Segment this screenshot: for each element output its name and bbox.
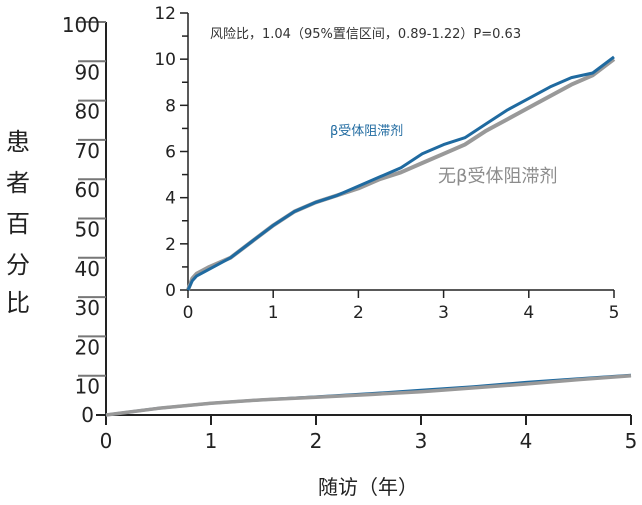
inset-plot-lines [186,55,616,291]
main-y-tick-label: 50 [75,218,100,242]
main-y-tick-label: 90 [75,60,100,84]
inset-x-tick-label: 5 [609,303,620,323]
ylabel-char: 患 [6,128,30,156]
inset-y-tick-label: 4 [165,189,176,209]
inset-y-tick-label: 0 [165,281,176,301]
inset-line-beta-blocker [186,55,615,291]
ylabel-char: 比 [6,289,30,317]
main-x-tick-label: 5 [625,429,638,453]
main-y-tick-label: 0 [81,403,94,427]
ylabel-char: 分 [6,251,30,279]
inset-y-tick-label: 12 [154,4,176,24]
inset-y-tick-label: 2 [165,235,176,255]
inset-x-tick-label: 0 [183,303,194,323]
main-y-tick-label: 70 [75,139,100,163]
main-x-tick-label: 3 [415,429,428,453]
main-y-tick-label: 80 [75,100,100,124]
inset-x-tick-label: 1 [268,303,279,323]
y-axis-title: 患 者 百 分 比 [6,128,30,317]
hazard-ratio-annotation: 风险比，1.04（95%置信区间，0.89-1.22）P=0.63 [210,27,521,42]
inset-x-tick-label: 3 [438,303,449,323]
main-x-tick-label: 0 [100,429,113,453]
main-x-tick-label: 4 [520,429,533,453]
inset-x-tick-label: 2 [353,303,364,323]
inset-x-tick-label: 4 [523,303,534,323]
x-axis-title: 随访（年） [318,475,418,499]
ylabel-char: 者 [6,169,30,197]
inset-background [148,5,626,322]
main-x-tick-label: 1 [205,429,218,453]
inset-y-tick-label: 8 [165,96,176,116]
main-y-tick-label: 100 [62,13,100,37]
series-label-beta-blocker: β受体阻滞剂 [330,124,403,139]
main-line-no-beta-blocker [105,373,632,417]
main-plot-lines [105,373,632,417]
series-label-no-beta-blocker: 无β受体阻滞剂 [438,166,558,187]
main-y-tick-label: 10 [75,375,100,399]
inset-y-tick-label: 10 [154,50,176,70]
main-y-tick-label: 30 [75,296,100,320]
main-y-tick-label: 40 [75,257,100,281]
main-y-tick-label: 60 [75,178,100,202]
main-x-tick-label: 2 [310,429,323,453]
inset-y-tick-label: 6 [165,143,176,163]
main-y-tick-label: 20 [75,335,100,359]
ylabel-char: 百 [6,210,30,238]
